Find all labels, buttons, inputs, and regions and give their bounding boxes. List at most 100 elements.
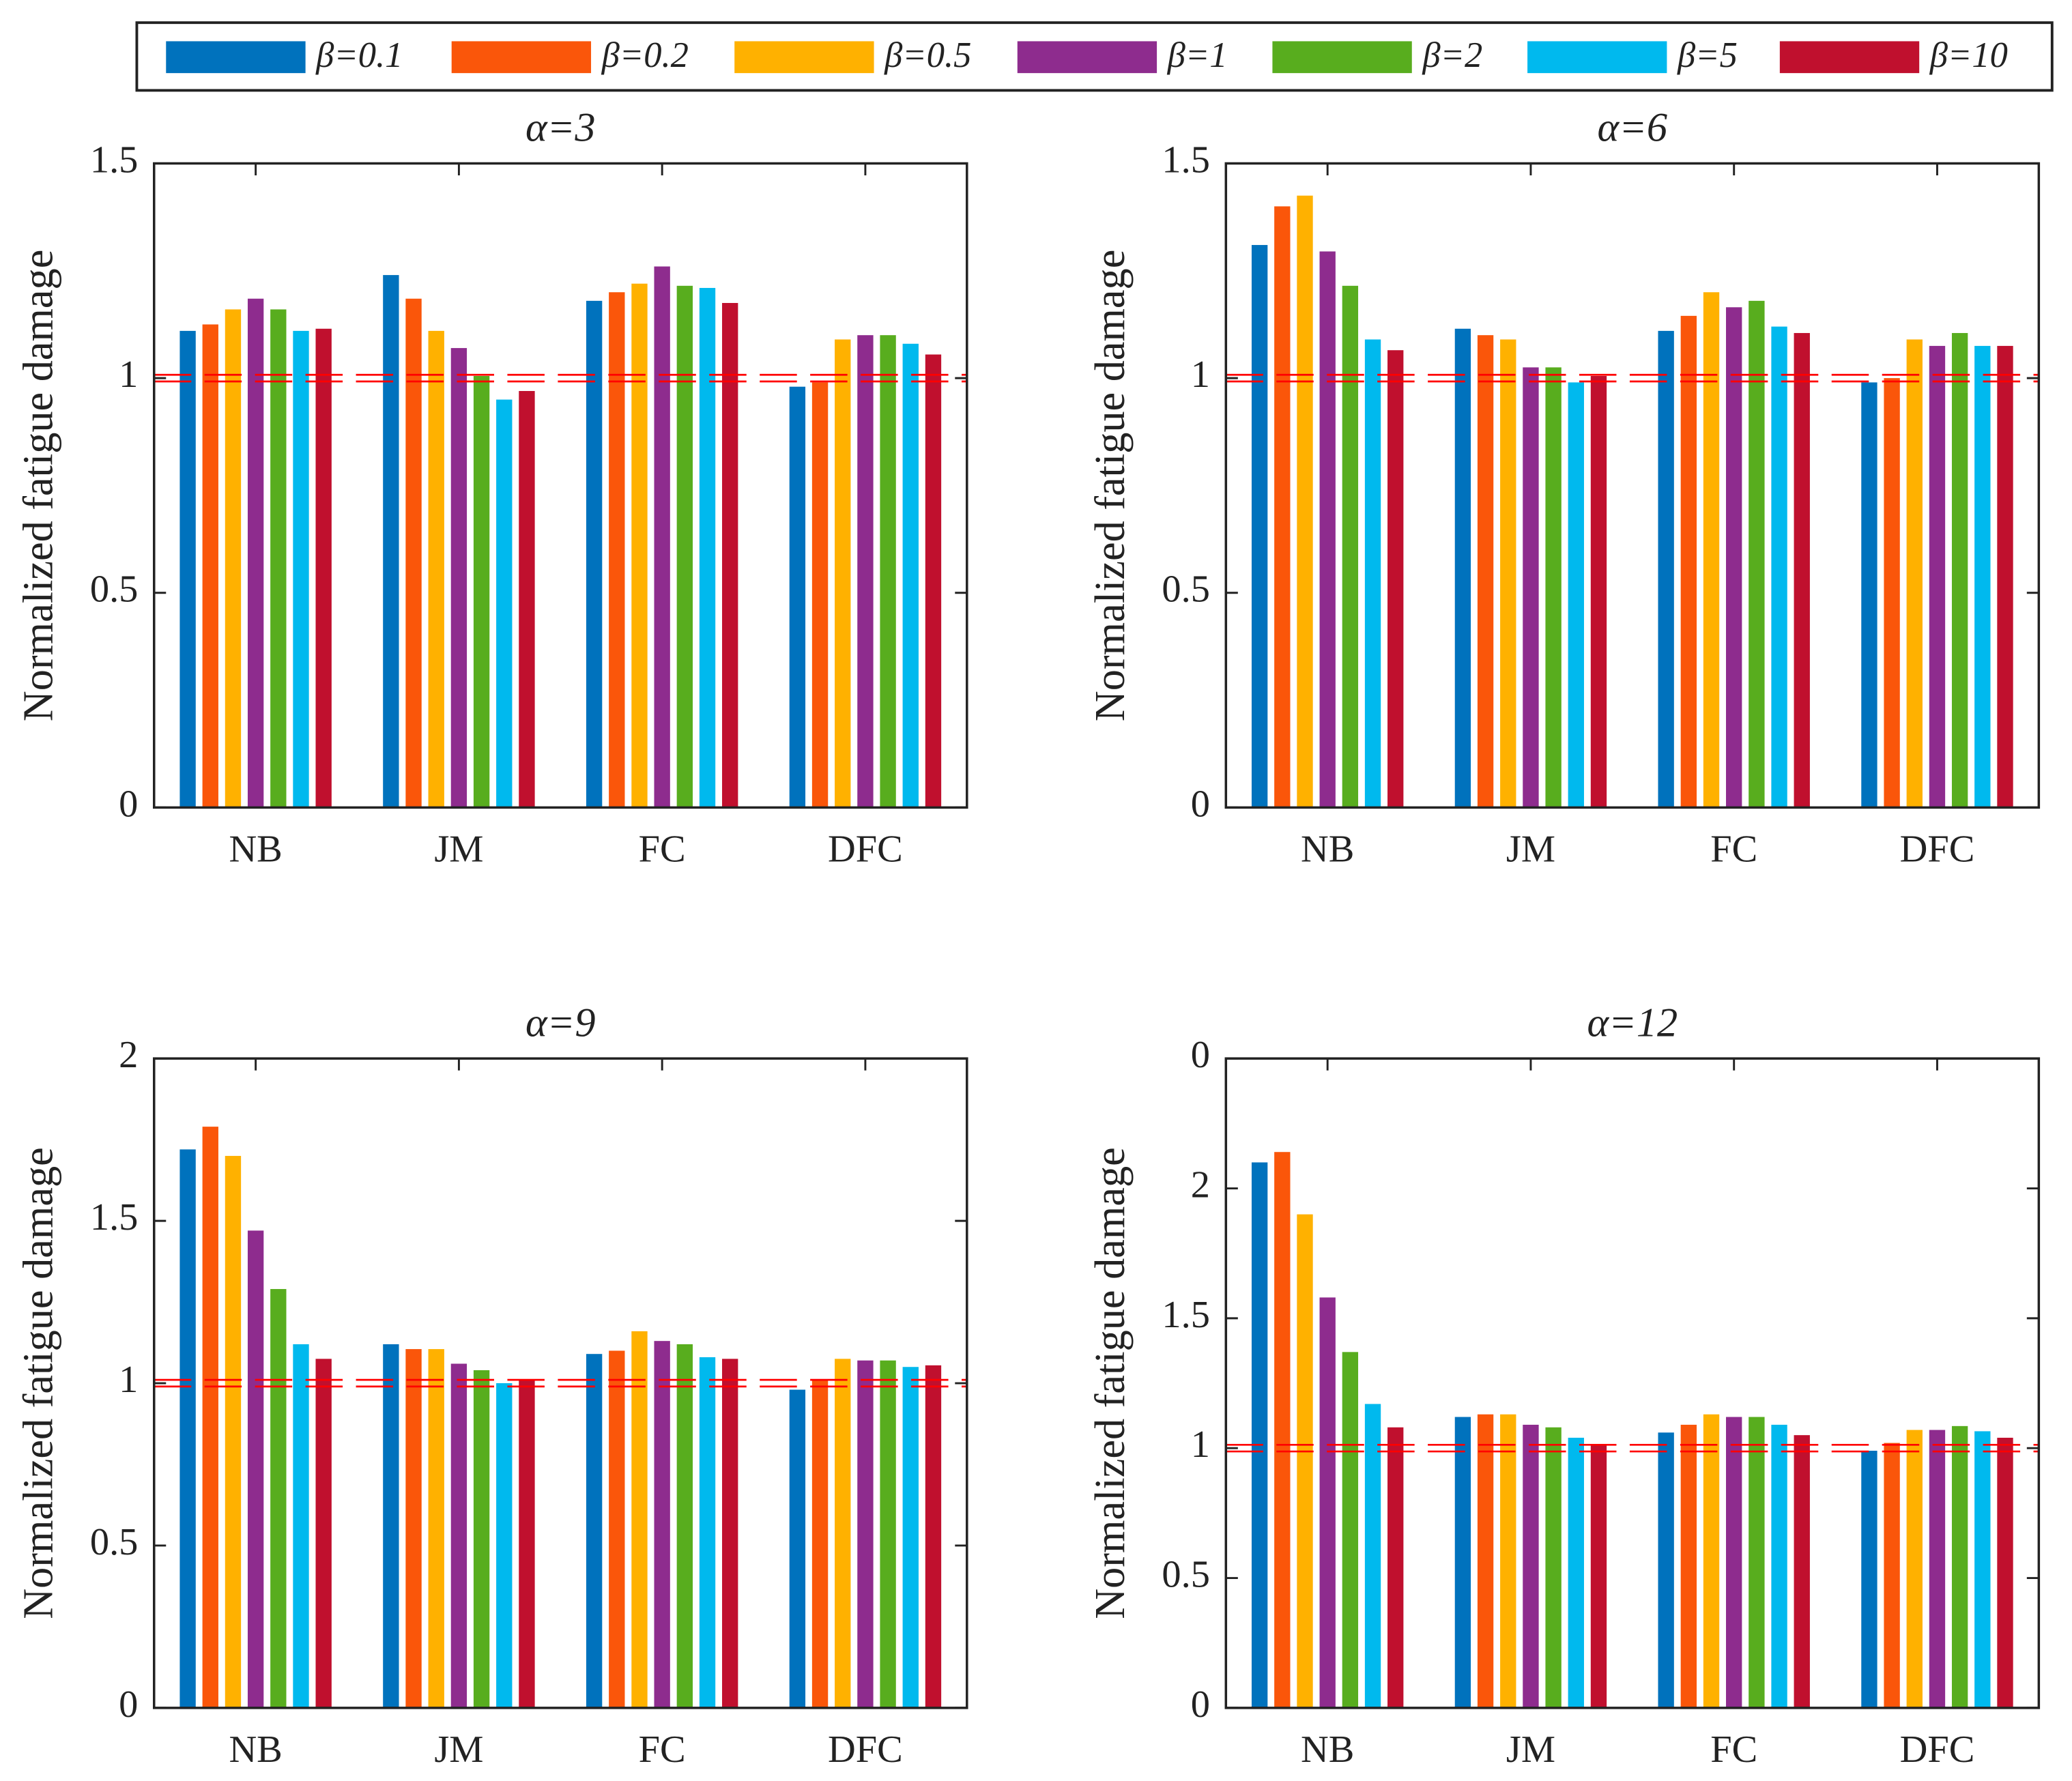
bar bbox=[789, 386, 806, 808]
bar bbox=[699, 1357, 716, 1708]
bar bbox=[1297, 195, 1313, 808]
y-tick-label: 0 bbox=[119, 1683, 138, 1726]
bar bbox=[1251, 245, 1268, 808]
bar bbox=[428, 1349, 444, 1708]
bar bbox=[835, 339, 851, 808]
bar bbox=[1342, 285, 1359, 808]
bar bbox=[1545, 1427, 1562, 1708]
chart-title: α=3 bbox=[526, 105, 596, 151]
bar bbox=[789, 1389, 806, 1708]
bar bbox=[1771, 326, 1787, 808]
bar bbox=[609, 1350, 625, 1708]
bar bbox=[1319, 1297, 1336, 1708]
y-tick-label: 1 bbox=[1191, 1423, 1210, 1466]
y-tick-label: 0.5 bbox=[90, 568, 139, 611]
bar bbox=[1951, 1425, 1968, 1708]
plot-frame bbox=[153, 162, 968, 809]
chart-title: α=12 bbox=[1587, 1000, 1678, 1045]
y-tick-label: 1.5 bbox=[90, 139, 139, 181]
bar bbox=[225, 1155, 242, 1708]
y-tick-label: 0.5 bbox=[1162, 1553, 1210, 1595]
bar bbox=[473, 375, 490, 808]
bar bbox=[405, 1349, 422, 1708]
legend-label: β=5 bbox=[1677, 35, 1738, 75]
bar bbox=[247, 1230, 264, 1708]
y-tick-label: 0 bbox=[1191, 1034, 1210, 1076]
bar bbox=[722, 1359, 738, 1708]
y-tick-label: 2 bbox=[1191, 1163, 1210, 1206]
bar bbox=[1387, 350, 1404, 808]
chart-title: α=9 bbox=[526, 1000, 596, 1045]
bar bbox=[835, 1359, 851, 1708]
legend-swatch bbox=[1017, 41, 1157, 74]
y-tick-label: 1.5 bbox=[90, 1196, 139, 1239]
bar bbox=[902, 1367, 919, 1708]
y-tick-label: 2 bbox=[119, 1034, 138, 1076]
bar bbox=[676, 285, 693, 808]
y-tick-label: 1 bbox=[119, 353, 138, 396]
bar bbox=[1861, 1450, 1877, 1708]
legend-label: β=10 bbox=[1929, 35, 2008, 75]
bar bbox=[383, 275, 399, 808]
legend-swatch bbox=[451, 41, 592, 74]
bar bbox=[225, 309, 242, 808]
x-tick-label: FC bbox=[1710, 1728, 1757, 1771]
legend-label: β=0.1 bbox=[315, 35, 403, 75]
bar bbox=[450, 348, 467, 808]
legend-swatch bbox=[1272, 41, 1412, 74]
y-tick-label: 0.5 bbox=[90, 1521, 139, 1563]
bar bbox=[1364, 339, 1381, 808]
bar bbox=[925, 354, 942, 808]
x-tick-label: FC bbox=[1710, 828, 1757, 870]
bar bbox=[293, 330, 309, 808]
x-tick-label: DFC bbox=[828, 1728, 903, 1771]
bar bbox=[247, 298, 264, 808]
bar bbox=[1929, 345, 1946, 808]
y-tick-label: 1 bbox=[1191, 353, 1210, 396]
bar bbox=[1680, 315, 1697, 808]
bar bbox=[1251, 1162, 1268, 1708]
bar bbox=[1568, 1437, 1584, 1708]
bar bbox=[405, 298, 422, 808]
bar bbox=[811, 382, 829, 808]
x-tick-label: DFC bbox=[1900, 828, 1975, 870]
bar bbox=[1906, 1430, 1923, 1708]
legend-label: β=2 bbox=[1422, 35, 1482, 75]
bar bbox=[1929, 1430, 1946, 1708]
bar bbox=[202, 1127, 218, 1708]
bar bbox=[1794, 1435, 1810, 1708]
y-tick-label: 1 bbox=[119, 1359, 138, 1401]
bar bbox=[1884, 378, 1900, 808]
bar bbox=[1997, 345, 2013, 808]
bar bbox=[1454, 1417, 1471, 1708]
bar bbox=[722, 302, 738, 808]
y-axis-label: Normalized fatigue damage bbox=[1087, 250, 1134, 722]
bar bbox=[1500, 1414, 1516, 1708]
bar bbox=[202, 324, 218, 808]
bar bbox=[1523, 1424, 1539, 1708]
bar bbox=[880, 1360, 896, 1708]
x-tick-label: DFC bbox=[828, 828, 903, 870]
bar bbox=[1680, 1424, 1697, 1708]
bar bbox=[1884, 1443, 1900, 1708]
bar bbox=[676, 1344, 693, 1708]
bar bbox=[925, 1365, 942, 1708]
legend-swatch bbox=[1527, 41, 1667, 74]
plot-frame bbox=[1224, 162, 2041, 809]
bar bbox=[1387, 1427, 1404, 1708]
y-tick-label: 0 bbox=[1191, 783, 1210, 825]
bar bbox=[315, 328, 332, 808]
bar bbox=[519, 1380, 535, 1708]
bar bbox=[1297, 1214, 1313, 1708]
bar bbox=[1997, 1437, 2013, 1708]
bar bbox=[1364, 1404, 1381, 1708]
bar bbox=[1568, 382, 1584, 808]
legend-swatch bbox=[1779, 41, 1920, 74]
bar bbox=[1771, 1424, 1787, 1708]
bar bbox=[1951, 333, 1968, 808]
x-tick-label: FC bbox=[639, 828, 686, 870]
bar bbox=[428, 330, 444, 808]
bar bbox=[496, 1383, 513, 1708]
bar bbox=[631, 283, 648, 808]
bar bbox=[811, 1380, 829, 1708]
